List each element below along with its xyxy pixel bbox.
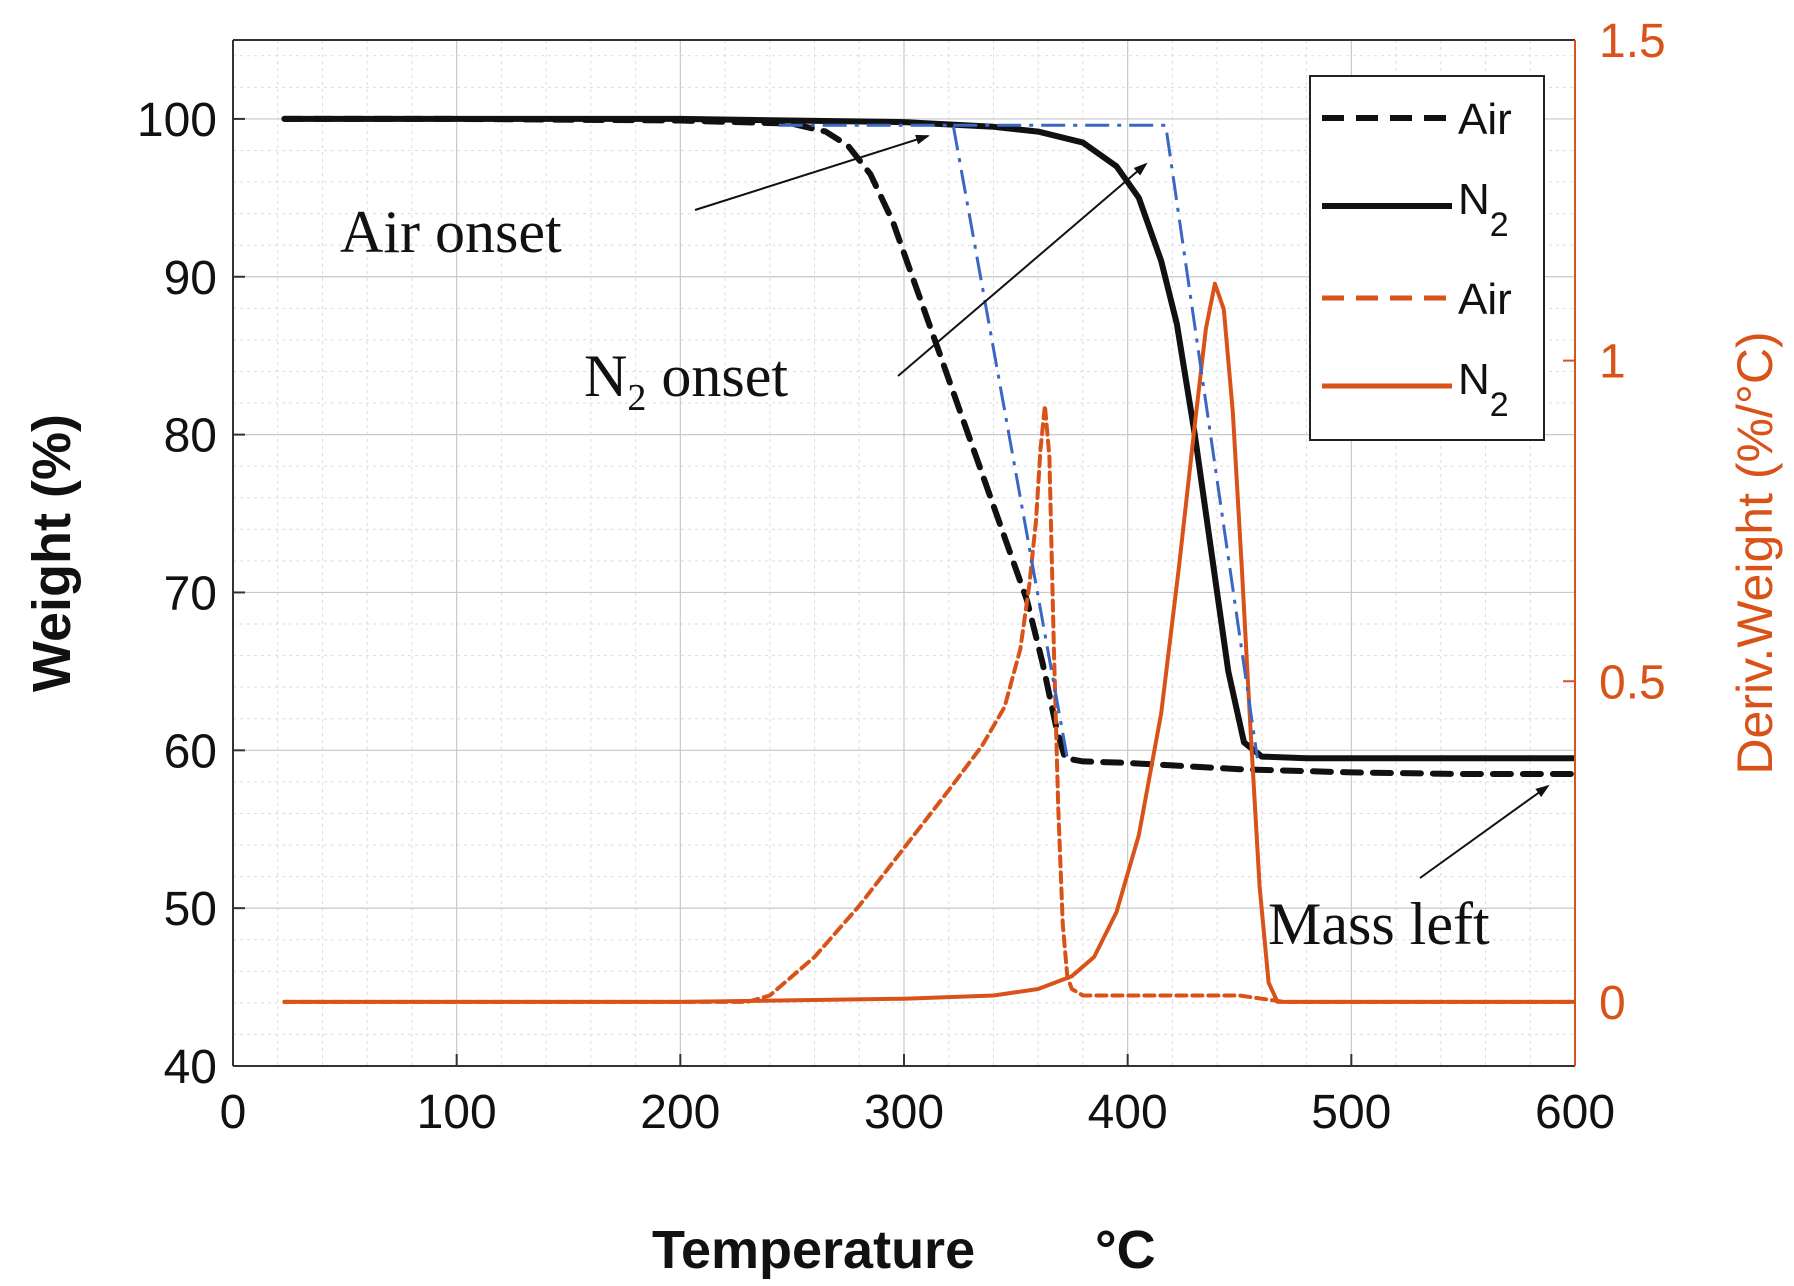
n2-onset-label: N2 onset	[584, 343, 788, 419]
y-axis-title-right: Deriv.Weight (%/°C)	[1727, 331, 1783, 774]
legend-label-air-deriv: Air	[1458, 275, 1512, 324]
x-tick-label: 0	[220, 1086, 247, 1139]
n2-onset-label-sub: 2	[627, 377, 646, 419]
legend-label-n2-weight-sub: 2	[1490, 206, 1509, 244]
y-left-tick-label: 100	[137, 94, 217, 147]
legend-item-n2-deriv: N2	[1322, 355, 1509, 424]
legend-label-n2-deriv-sub: 2	[1490, 386, 1509, 424]
legend-label-n2-weight: N2	[1458, 175, 1509, 244]
x-tick-label: 100	[417, 1086, 497, 1139]
y-left-tick-label: 60	[164, 725, 217, 778]
y-right-tick-label: 0	[1599, 977, 1626, 1030]
y-left-tick-label: 40	[164, 1041, 217, 1094]
y-axis-title-left: Weight (%)	[22, 414, 82, 692]
n2-onset-label-n: N	[584, 343, 627, 409]
axis-ticks: 0 100 200 300 400 500 600 40 50 60 70 80 90 100 0 0.5 1 1…	[137, 15, 1666, 1139]
y-right-tick-label: 0.5	[1599, 656, 1666, 709]
legend-label-n2-deriv: N2	[1458, 355, 1509, 424]
legend-label-n2-deriv-n: N	[1458, 355, 1490, 404]
x-axis-title-text: Temperature	[652, 1220, 975, 1280]
n2-onset-label-suffix: onset	[646, 343, 788, 409]
y-right-tick-label: 1.5	[1599, 15, 1666, 68]
air-onset-label: Air onset	[340, 199, 562, 265]
x-tick-label: 300	[864, 1086, 944, 1139]
x-tick-label: 400	[1088, 1086, 1168, 1139]
x-tick-label: 600	[1535, 1086, 1615, 1139]
air-deriv-curve	[282, 403, 1575, 1004]
n2-onset-line	[953, 123, 1259, 759]
legend-label-air-weight: Air	[1458, 95, 1512, 144]
y-left-tick-label: 90	[164, 252, 217, 305]
y-left-tick-label: 50	[164, 883, 217, 936]
legend-label-n2-weight-n: N	[1458, 175, 1490, 224]
n2-deriv-curve	[282, 281, 1575, 1004]
mass-left-label: Mass left	[1268, 891, 1490, 957]
air-onset-arrow	[694, 134, 930, 211]
legend-item-n2-weight: N2	[1322, 175, 1509, 244]
air-onset-line	[778, 123, 1069, 759]
x-tick-label: 500	[1311, 1086, 1391, 1139]
y-right-tick-label: 1	[1599, 336, 1626, 389]
annotations: Air onset N2 onset Mass left	[340, 134, 1550, 957]
x-axis-title-unit: °C	[1095, 1220, 1156, 1280]
y-left-tick-label: 80	[164, 410, 217, 463]
legend-box	[1309, 75, 1545, 441]
x-axis-title: Temperature °C	[652, 1220, 1156, 1280]
n2-onset-arrow	[897, 162, 1148, 377]
air-weight-curve	[281, 115, 1575, 777]
onset-constructions	[778, 123, 1259, 759]
mass-left-arrow	[1419, 784, 1550, 879]
legend: Air N2 Air N2	[1309, 75, 1545, 441]
legend-item-air-weight: Air	[1322, 95, 1512, 144]
y-left-tick-label: 70	[164, 567, 217, 620]
legend-item-air-deriv: Air	[1322, 275, 1512, 324]
x-tick-label: 200	[640, 1086, 720, 1139]
